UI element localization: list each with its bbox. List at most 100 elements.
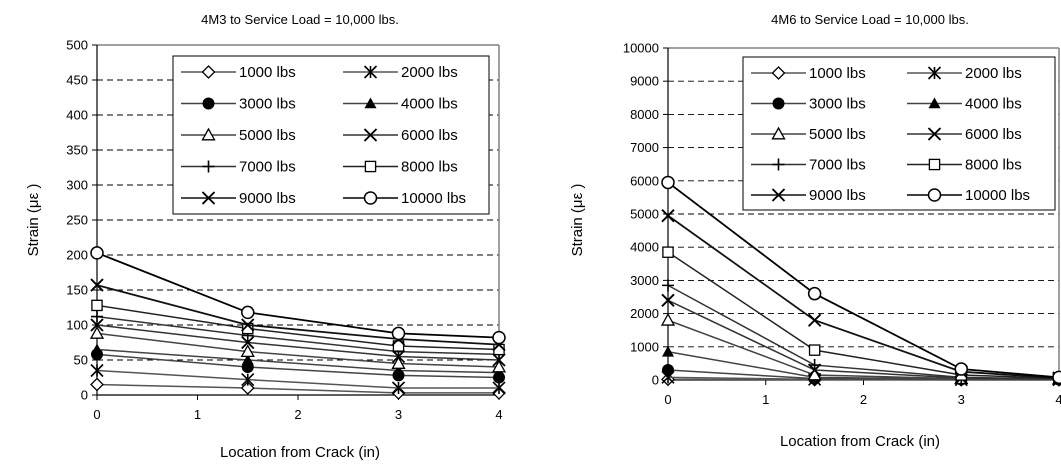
data-point <box>241 318 255 332</box>
data-point <box>90 377 104 392</box>
data-point-shape <box>90 363 104 378</box>
legend-marker-shape <box>771 188 786 202</box>
y-tick-label: 350 <box>66 143 88 158</box>
series-line <box>96 252 500 339</box>
data-point <box>90 318 104 332</box>
data-point-shape <box>90 278 104 292</box>
legend-marker <box>364 97 377 109</box>
data-point-shape <box>392 340 405 352</box>
legend-marker-shape <box>201 191 216 205</box>
y-tick-label: 8000 <box>630 107 659 122</box>
legend-label: 1000 lbs <box>239 64 296 81</box>
data-point <box>954 362 968 376</box>
data-point-shape <box>807 367 822 381</box>
chart-title: 4M6 to Service Load = 10,000 lbs. <box>771 12 969 27</box>
legend-marker-shape <box>202 97 215 110</box>
x-tick-label: 0 <box>664 392 671 407</box>
x-tick-label: 2 <box>860 392 867 407</box>
data-point-shape <box>90 318 104 332</box>
data-point <box>392 364 405 376</box>
data-point-shape <box>808 344 821 356</box>
data-point <box>241 335 255 350</box>
y-tick-label: 500 <box>66 38 88 53</box>
legend-marker-shape <box>364 160 377 173</box>
data-point-shape <box>808 359 821 372</box>
data-point <box>660 312 676 326</box>
legend-label: 7000 lbs <box>809 157 866 174</box>
y-tick-label: 1000 <box>630 339 659 354</box>
data-point <box>91 343 103 355</box>
legend-marker <box>771 188 786 202</box>
data-point-shape <box>392 364 405 376</box>
legend-marker-shape <box>201 65 216 79</box>
series-line <box>96 324 500 361</box>
data-point-shape <box>91 343 103 355</box>
series-line <box>96 369 499 389</box>
data-point <box>662 345 674 357</box>
data-point <box>391 356 406 369</box>
data-point <box>90 246 104 260</box>
x-tick-label: 1 <box>194 407 201 422</box>
series-line <box>96 315 500 356</box>
y-tick-label: 4000 <box>630 240 659 255</box>
legend-marker <box>771 66 786 80</box>
legend-label: 1000 lbs <box>809 65 866 82</box>
data-point-shape <box>89 326 105 339</box>
data-point <box>91 299 103 312</box>
legend-marker-shape <box>201 127 216 141</box>
legend-marker-shape <box>927 188 942 202</box>
plot-area: 0 1000 2000 3000 4000 5000 6000 7000 8000 9000 100… <box>623 41 1061 407</box>
y-tick-label: 200 <box>66 248 88 263</box>
series-line <box>667 181 1060 379</box>
legend-marker <box>927 127 942 141</box>
data-point <box>808 359 821 372</box>
x-tick-label: 0 <box>93 407 100 422</box>
data-point-shape <box>91 310 103 323</box>
series-line <box>667 214 1060 379</box>
data-point-shape <box>661 175 675 190</box>
y-tick-label: 10000 <box>623 41 659 56</box>
legend-marker-shape <box>771 126 786 140</box>
y-tick-label: 3000 <box>630 273 659 288</box>
y-tick-label: 0 <box>81 388 88 403</box>
x-tick-label: 3 <box>395 407 402 422</box>
legend-marker <box>928 158 941 171</box>
y-tick-label: 7000 <box>630 140 659 155</box>
data-point-shape <box>492 381 506 395</box>
data-point <box>808 344 821 356</box>
data-point <box>241 322 254 335</box>
data-point-shape <box>240 344 255 358</box>
data-point-shape <box>391 326 406 341</box>
y-tick-label: 100 <box>66 318 88 333</box>
data-point <box>91 310 103 323</box>
data-point <box>241 354 254 365</box>
legend-label: 8000 lbs <box>965 157 1022 174</box>
data-point-shape <box>662 364 674 377</box>
legend-label: 8000 lbs <box>401 159 458 176</box>
data-point-shape <box>240 381 255 395</box>
y-tick-label: 0 <box>652 373 659 388</box>
series-line <box>667 351 1060 381</box>
data-point <box>1052 370 1061 385</box>
data-point <box>661 208 675 223</box>
data-point-shape <box>90 246 104 260</box>
x-tick-label: 3 <box>958 392 965 407</box>
legend-marker-shape <box>927 127 942 141</box>
legend-label: 9000 lbs <box>239 190 296 207</box>
data-point-shape <box>241 305 255 320</box>
y-tick-label: 400 <box>66 108 88 123</box>
legend-label: 4000 lbs <box>965 96 1022 113</box>
data-point <box>492 330 506 345</box>
legend-marker-shape <box>928 158 941 171</box>
x-tick-label: 4 <box>1055 392 1061 407</box>
y-tick-label: 150 <box>66 283 88 298</box>
chart-4m3: 4M3 to Service Load = 10,000 lbs. Strain… <box>25 12 507 461</box>
legend-label: 10000 lbs <box>965 187 1030 204</box>
chart-title: 4M3 to Service Load = 10,000 lbs. <box>201 12 399 27</box>
legend-marker <box>202 160 215 173</box>
data-point <box>661 175 675 190</box>
y-tick-label: 2000 <box>630 306 659 321</box>
legend-label: 5000 lbs <box>809 126 866 143</box>
x-tick-label: 1 <box>762 392 769 407</box>
